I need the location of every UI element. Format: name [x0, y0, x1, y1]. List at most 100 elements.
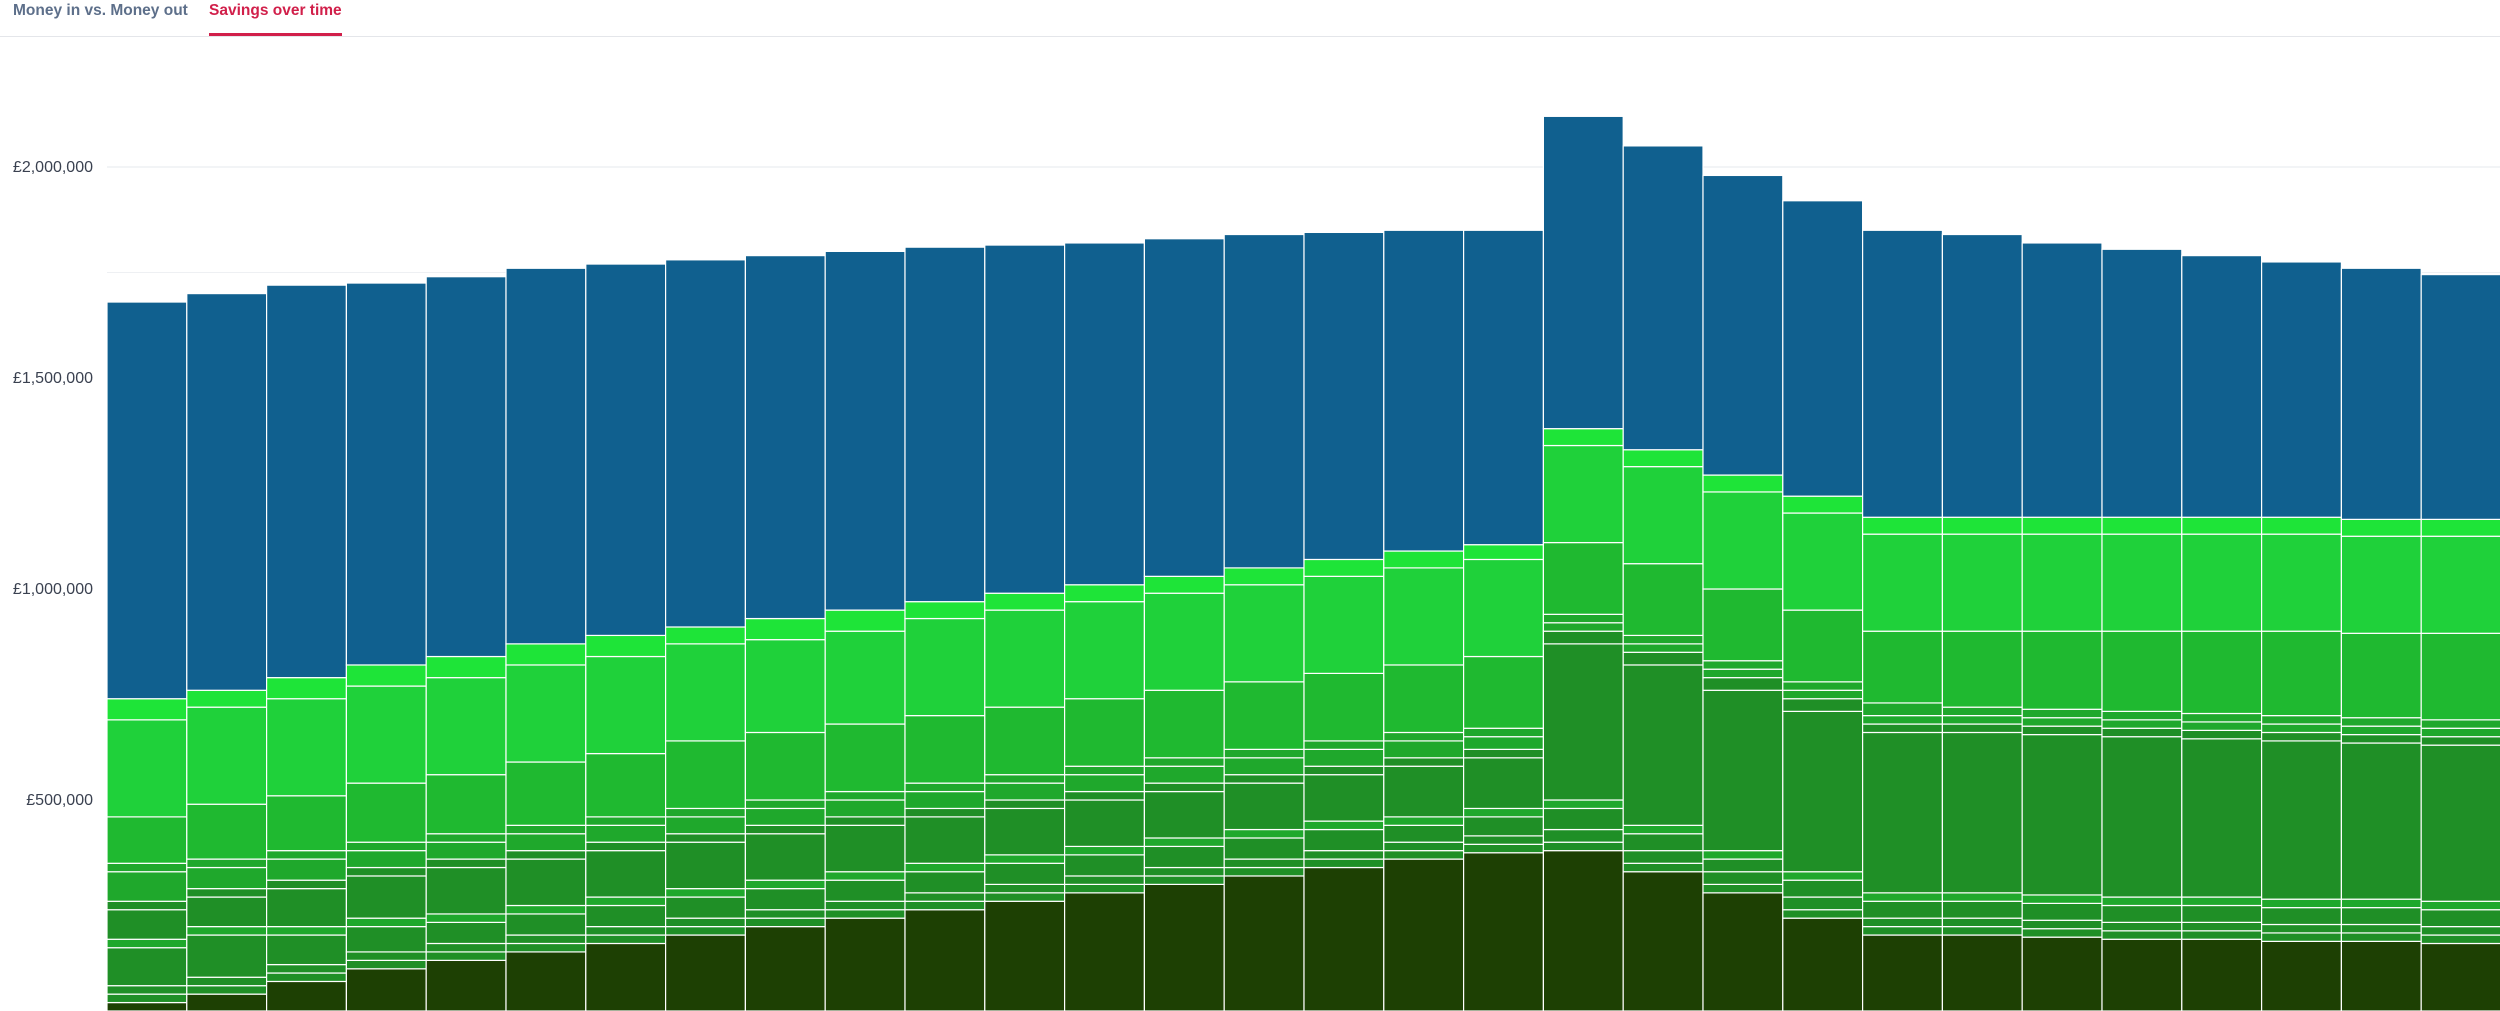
bar-segment[interactable]	[1462, 544, 1544, 561]
bar-segment[interactable]	[744, 617, 826, 641]
bar-segment[interactable]	[1861, 934, 1943, 1011]
bar-segment-top[interactable]	[1303, 231, 1385, 561]
bar-segment[interactable]	[1622, 466, 1704, 565]
bar-segment[interactable]	[186, 976, 268, 987]
bar-segment[interactable]	[1702, 677, 1784, 691]
bar-segment[interactable]	[2340, 923, 2422, 934]
bar-segment[interactable]	[106, 698, 188, 721]
bar-segment[interactable]	[1383, 850, 1465, 860]
bar-segment[interactable]	[1143, 845, 1225, 869]
bar-segment[interactable]	[1542, 841, 1624, 852]
bar-segment[interactable]	[106, 871, 188, 902]
bar-segment[interactable]	[2420, 535, 2500, 634]
bar-segment[interactable]	[1462, 807, 1544, 818]
bar-segment[interactable]	[984, 862, 1066, 885]
bar-segment[interactable]	[505, 761, 587, 826]
bar-segment[interactable]	[1223, 584, 1305, 683]
bar-segment[interactable]	[1383, 567, 1465, 666]
bar-segment[interactable]	[904, 790, 986, 810]
bar-segment[interactable]	[824, 900, 906, 911]
bar-segment[interactable]	[1861, 714, 1943, 725]
bar-segment[interactable]	[1223, 567, 1305, 586]
bar-segment[interactable]	[1063, 799, 1145, 848]
bar-segment[interactable]	[1622, 634, 1704, 645]
bar-segment[interactable]	[2420, 900, 2500, 911]
bar-segment[interactable]	[585, 816, 667, 826]
bar-segment[interactable]	[2340, 518, 2422, 537]
bar-segment[interactable]	[266, 972, 348, 983]
bar-segment[interactable]	[1542, 541, 1624, 615]
bar-column[interactable]	[744, 255, 826, 1011]
bar-segment[interactable]	[1143, 765, 1225, 784]
bar-segment[interactable]	[904, 909, 986, 1011]
bar-segment[interactable]	[984, 892, 1066, 902]
bar-segment[interactable]	[1941, 516, 2023, 535]
bar-column[interactable]	[1861, 229, 1943, 1011]
bar-segment[interactable]	[1303, 774, 1385, 822]
bar-segment[interactable]	[266, 795, 348, 852]
bar-segment[interactable]	[2261, 723, 2343, 734]
bar-segment[interactable]	[2101, 533, 2183, 632]
bar-segment[interactable]	[1223, 774, 1305, 784]
bar-segment[interactable]	[1143, 782, 1225, 793]
bar-segment[interactable]	[1303, 558, 1385, 577]
bar-segment[interactable]	[1462, 835, 1544, 845]
bar-segment[interactable]	[1223, 757, 1305, 776]
bar-segment[interactable]	[1941, 892, 2023, 902]
bar-segment[interactable]	[2101, 904, 2183, 923]
bar-segment[interactable]	[1143, 790, 1225, 839]
bar-segment[interactable]	[1861, 723, 1943, 734]
bar-segment[interactable]	[1861, 917, 1943, 928]
bar-segment[interactable]	[2420, 744, 2500, 902]
bar-segment[interactable]	[1063, 875, 1145, 886]
bar-column[interactable]	[984, 244, 1066, 1011]
bar-segment-top[interactable]	[1702, 174, 1784, 476]
bar-segment[interactable]	[1782, 710, 1864, 873]
bar-segment[interactable]	[984, 782, 1066, 801]
bar-column[interactable]	[1702, 174, 1784, 1011]
bar-segment[interactable]	[1303, 828, 1385, 852]
bar-segment[interactable]	[2261, 740, 2343, 900]
bar-segment[interactable]	[1383, 816, 1465, 826]
bar-segment[interactable]	[266, 963, 348, 974]
bar-segment-top[interactable]	[824, 250, 906, 611]
bar-segment[interactable]	[2261, 898, 2343, 909]
bar-segment-top[interactable]	[505, 267, 587, 645]
bar-segment[interactable]	[2101, 719, 2183, 729]
bar-segment[interactable]	[1303, 858, 1385, 869]
bar-segment[interactable]	[664, 917, 746, 928]
bar-segment[interactable]	[1702, 588, 1784, 662]
bar-segment-top[interactable]	[425, 276, 507, 658]
bar-segment[interactable]	[1542, 828, 1624, 843]
bar-segment[interactable]	[2021, 733, 2103, 896]
bar-segment[interactable]	[505, 942, 587, 953]
bar-segment[interactable]	[266, 858, 348, 881]
bar-segment[interactable]	[1303, 740, 1385, 750]
bar-segment[interactable]	[1622, 824, 1704, 835]
bar-segment[interactable]	[904, 862, 986, 873]
bar-segment[interactable]	[1462, 748, 1544, 759]
bar-segment[interactable]	[2181, 630, 2263, 715]
bar-segment[interactable]	[1782, 909, 1864, 919]
bar-segment[interactable]	[1941, 925, 2023, 936]
bar-segment[interactable]	[1542, 799, 1624, 810]
bar-segment-top[interactable]	[345, 282, 427, 666]
bar-segment[interactable]	[2021, 717, 2103, 727]
bar-segment[interactable]	[345, 875, 427, 919]
bar-segment[interactable]	[1383, 757, 1465, 767]
bar-segment[interactable]	[1223, 782, 1305, 831]
bar-segment-top[interactable]	[984, 244, 1066, 594]
bar-segment-top[interactable]	[904, 246, 986, 603]
bar-segment[interactable]	[1622, 651, 1704, 666]
bar-segment[interactable]	[106, 909, 188, 940]
bar-segment[interactable]	[1782, 917, 1864, 1011]
bar-segment[interactable]	[2420, 934, 2500, 945]
bar-segment[interactable]	[1223, 875, 1305, 1011]
bar-segment[interactable]	[904, 714, 986, 784]
bar-segment[interactable]	[1702, 660, 1784, 670]
bar-segment[interactable]	[585, 896, 667, 907]
bar-segment[interactable]	[266, 888, 348, 928]
bar-segment[interactable]	[1941, 706, 2023, 717]
bar-segment[interactable]	[2101, 938, 2183, 1011]
bar-segment[interactable]	[345, 841, 427, 852]
